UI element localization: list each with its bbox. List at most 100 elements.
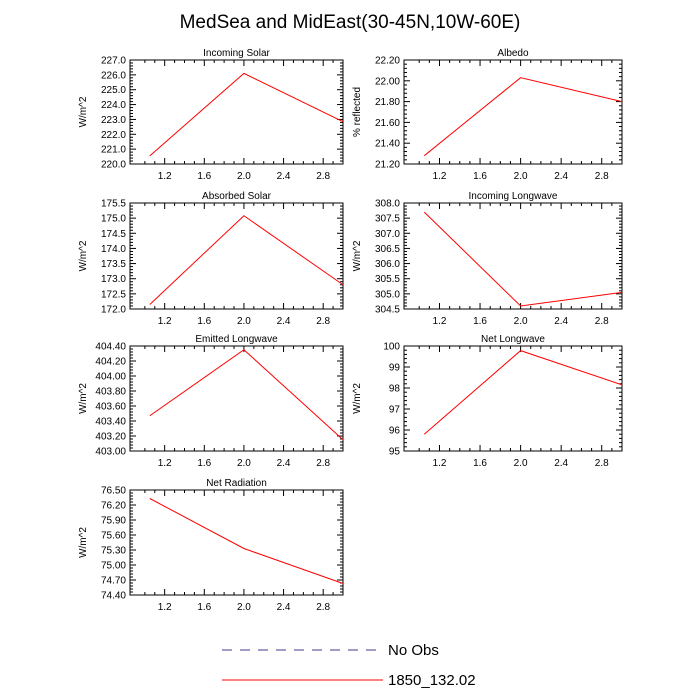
series-line-1850-132-02 [423,350,623,435]
panel-absorbed-solar: Absorbed Solar W/m^2 1.2 1.6 2.0 2.4 2.8 172.0 1… [78,191,344,327]
x-tick-label: 1.6 [473,316,487,327]
y-tick-label: 227.0 [101,56,126,67]
y-tick-label: 98 [389,384,401,395]
y-tick-label: 307.5 [375,214,400,225]
y-tick-label: 308.0 [375,199,400,210]
panel-title: Absorbed Solar [202,191,272,202]
y-tick-label: 22.00 [375,76,400,87]
panel-title: Incoming Longwave [469,191,558,202]
x-tick-label: 1.2 [433,316,447,327]
x-tick-label: 1.6 [197,602,211,613]
x-tick-label: 2.0 [237,316,251,327]
x-tick-label: 2.8 [316,171,330,182]
y-tick-label: 74.40 [101,591,126,602]
y-tick-label: 74.70 [101,576,126,587]
x-tick-label: 2.0 [237,171,251,182]
series-line-1850-132-02 [149,349,344,441]
x-tick-label: 1.2 [158,171,172,182]
y-tick-label: 75.00 [101,561,126,572]
y-tick-label: 99 [389,363,401,374]
x-tick-label: 1.2 [158,458,172,469]
y-tick-label: 175.5 [101,199,126,210]
plot-frame [403,345,623,452]
series-line-1850-132-02 [423,211,623,307]
y-tick-label: 95 [389,447,401,458]
y-tick-label: 404.00 [95,372,126,383]
panel-emitted-longwave: Emitted Longwave W/m^2 1.2 1.6 2.0 2.4 2.8 403.… [78,334,344,469]
figure-title: MedSea and MidEast(30-45N,10W-60E) [180,12,521,33]
x-tick-label: 1.2 [433,171,447,182]
y-tick-label: 403.40 [95,417,126,428]
y-axis-label: W/m^2 [352,240,363,271]
plot-frame [129,202,344,310]
y-tick-label: 97 [389,405,401,416]
y-tick-label: 172.0 [101,305,126,316]
y-tick-label: 403.00 [95,447,126,458]
y-tick-label: 21.80 [375,97,400,108]
y-tick-label: 305.0 [375,289,400,300]
panel-incoming-longwave: Incoming Longwave W/m^2 1.2 1.6 2.0 2.4 2.8 304… [352,191,623,327]
y-axis-label: W/m^2 [78,527,89,558]
y-tick-label: 96 [389,426,401,437]
x-tick-label: 2.8 [316,602,330,613]
y-tick-label: 403.20 [95,432,126,443]
y-tick-label: 306.5 [375,244,400,255]
x-tick-label: 2.0 [514,316,528,327]
y-tick-label: 172.5 [101,289,126,300]
plot-frame [129,489,344,596]
x-tick-label: 1.6 [473,458,487,469]
x-tick-label: 1.6 [197,458,211,469]
x-tick-label: 2.8 [595,458,609,469]
y-tick-label: 404.40 [95,342,126,353]
y-tick-label: 100 [383,342,400,353]
legend-label-1850-132-02: 1850_132.02 [388,672,476,689]
plot-frame [129,59,344,165]
x-tick-label: 2.8 [316,316,330,327]
y-tick-label: 21.60 [375,118,400,129]
x-tick-label: 2.8 [316,458,330,469]
y-tick-label: 173.0 [101,274,126,285]
x-tick-label: 2.0 [514,458,528,469]
x-tick-label: 2.8 [595,171,609,182]
y-axis-label: W/m^2 [78,383,89,414]
x-tick-label: 1.6 [197,316,211,327]
y-tick-label: 175.0 [101,214,126,225]
y-axis-label: % reflected [352,87,363,137]
y-tick-label: 76.20 [101,501,126,512]
y-tick-label: 224.0 [101,100,126,111]
x-tick-label: 2.4 [277,171,291,182]
panel-title: Incoming Solar [203,48,270,59]
panel-title: Net Longwave [481,334,545,345]
x-tick-label: 2.4 [277,602,291,613]
legend: No Obs 1850_132.02 [222,642,476,689]
y-tick-label: 21.20 [375,160,400,171]
x-tick-label: 1.2 [158,602,172,613]
plot-frame [129,345,344,452]
y-tick-label: 305.5 [375,274,400,285]
y-tick-label: 404.20 [95,357,126,368]
series-line-1850-132-02 [423,77,623,157]
y-tick-label: 21.40 [375,139,400,150]
y-axis-label: W/m^2 [352,383,363,414]
x-tick-label: 1.2 [158,316,172,327]
y-tick-label: 222.0 [101,130,126,141]
x-tick-label: 2.0 [514,171,528,182]
y-tick-label: 223.0 [101,115,126,126]
y-tick-label: 75.90 [101,516,126,527]
panel-incoming-solar: Incoming Solar W/m^2 1.2 1.6 2.0 2.4 2.8 220.0 2… [78,48,344,182]
series-line-1850-132-02 [149,498,344,584]
legend-label-no-obs: No Obs [388,642,439,659]
x-tick-label: 2.4 [554,171,568,182]
y-tick-label: 174.0 [101,244,126,255]
panel-title: Emitted Longwave [195,334,278,345]
x-tick-label: 1.2 [433,458,447,469]
x-tick-label: 2.4 [277,458,291,469]
y-tick-label: 76.50 [101,486,126,497]
panel-title: Albedo [497,48,529,59]
panel-net-radiation: Net Radiation W/m^2 1.2 1.6 2.0 2.4 2.8 74.40 74… [78,478,344,613]
y-axis-label: W/m^2 [78,240,89,271]
panels: Incoming Solar W/m^2 1.2 1.6 2.0 2.4 2.8 220.0 2… [78,48,623,613]
x-tick-label: 2.0 [237,602,251,613]
x-tick-label: 1.6 [473,171,487,182]
